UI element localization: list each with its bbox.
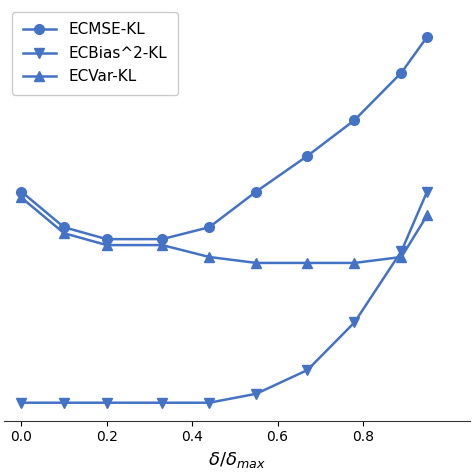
X-axis label: $\delta/\delta_{max}$: $\delta/\delta_{max}$ [208, 450, 266, 470]
ECVar-KL [61, 230, 67, 236]
ECBias^2-KL [352, 319, 357, 325]
ECBias^2-KL [424, 189, 430, 194]
ECBias^2-KL [206, 400, 212, 406]
ECMSE-KL [18, 189, 24, 194]
ECMSE-KL [424, 34, 430, 40]
ECMSE-KL [104, 236, 109, 242]
Line: ECMSE-KL: ECMSE-KL [17, 32, 432, 244]
Line: ECBias^2-KL: ECBias^2-KL [17, 187, 432, 408]
ECBias^2-KL [305, 367, 310, 373]
ECMSE-KL [399, 70, 404, 75]
ECMSE-KL [305, 153, 310, 159]
ECVar-KL [18, 195, 24, 201]
ECBias^2-KL [18, 400, 24, 406]
ECVar-KL [206, 254, 212, 260]
ECMSE-KL [61, 224, 67, 230]
ECVar-KL [159, 242, 165, 248]
Legend: ECMSE-KL, ECBias^2-KL, ECVar-KL: ECMSE-KL, ECBias^2-KL, ECVar-KL [12, 12, 178, 95]
ECBias^2-KL [399, 248, 404, 254]
ECBias^2-KL [254, 391, 259, 397]
ECVar-KL [254, 260, 259, 266]
ECVar-KL [352, 260, 357, 266]
ECVar-KL [424, 212, 430, 218]
ECVar-KL [399, 254, 404, 260]
ECBias^2-KL [159, 400, 165, 406]
ECVar-KL [305, 260, 310, 266]
ECMSE-KL [159, 236, 165, 242]
ECBias^2-KL [104, 400, 109, 406]
Line: ECVar-KL: ECVar-KL [17, 192, 432, 268]
ECBias^2-KL [61, 400, 67, 406]
ECMSE-KL [206, 224, 212, 230]
ECMSE-KL [254, 189, 259, 194]
ECVar-KL [104, 242, 109, 248]
ECMSE-KL [352, 118, 357, 123]
